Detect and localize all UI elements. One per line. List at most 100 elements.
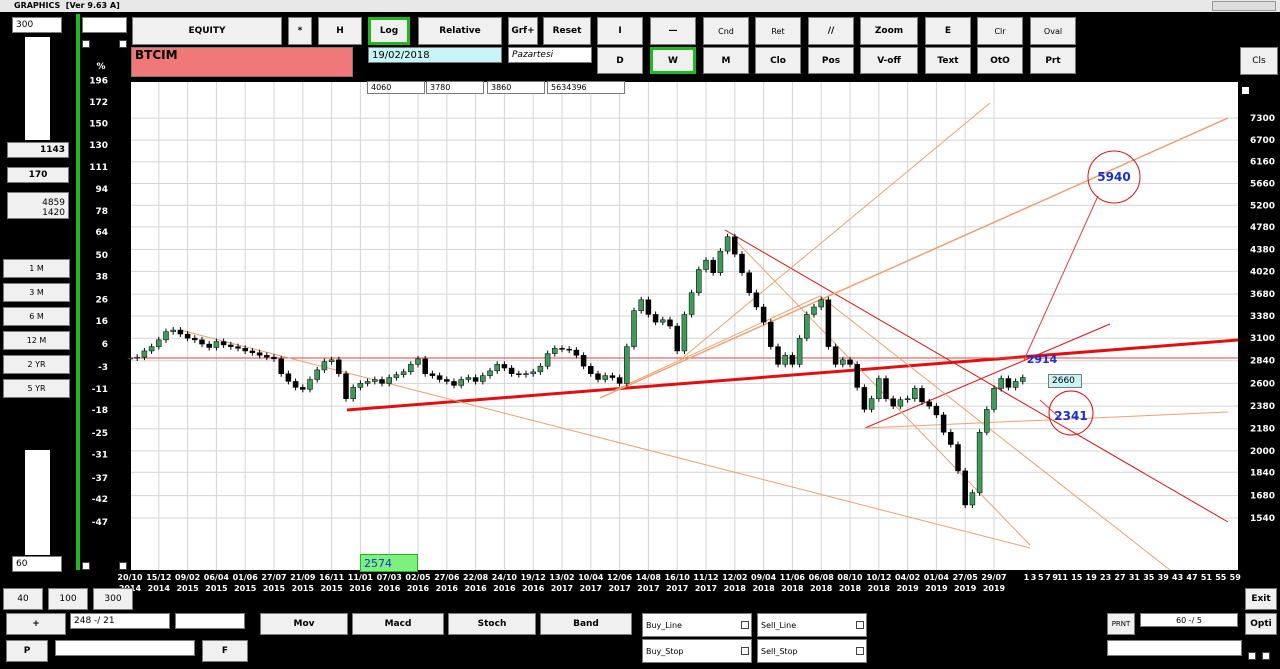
period-button[interactable]: 5 YR bbox=[3, 379, 70, 398]
trend-lines bbox=[131, 102, 1239, 571]
left-scroll-2[interactable] bbox=[25, 450, 50, 555]
zoom-button[interactable]: 300 bbox=[93, 588, 133, 610]
period-button[interactable]: 2 YR bbox=[3, 355, 70, 374]
toolbar-button[interactable]: EQUITY bbox=[132, 17, 282, 45]
toolbar-button[interactable]: Pos bbox=[808, 47, 854, 74]
toolbar-button[interactable]: Ret bbox=[755, 17, 801, 45]
prev-button[interactable]: P bbox=[6, 640, 48, 662]
top-scroll[interactable] bbox=[82, 17, 127, 33]
toolbar-button[interactable]: Log bbox=[368, 17, 410, 45]
y-tick-label: 6160 bbox=[1250, 158, 1275, 168]
candle bbox=[616, 377, 623, 384]
toolbar-button[interactable]: Prt bbox=[1030, 47, 1076, 74]
toolbar-button[interactable]: D bbox=[597, 47, 643, 74]
scrollbar[interactable] bbox=[55, 640, 195, 656]
checkbox-label[interactable]: Sell_Line bbox=[757, 613, 867, 637]
period-button[interactable]: 6 M bbox=[3, 307, 70, 326]
toolbar-button[interactable]: H bbox=[318, 17, 362, 45]
candle bbox=[422, 358, 428, 374]
x-tick-label: 15 bbox=[1071, 573, 1083, 582]
toolbar-button[interactable]: W bbox=[650, 47, 696, 74]
toolbar-button[interactable]: * bbox=[288, 17, 312, 45]
candle bbox=[710, 259, 716, 273]
next-button[interactable]: F bbox=[202, 640, 248, 662]
scrollbar[interactable] bbox=[1107, 640, 1242, 656]
text-input[interactable]: 300 bbox=[12, 17, 62, 33]
checkbox[interactable] bbox=[1248, 652, 1256, 660]
candle bbox=[984, 409, 990, 433]
toolbar-button[interactable]: Zoom bbox=[860, 17, 918, 45]
toolbar-button[interactable]: V-off bbox=[860, 47, 918, 74]
x-tick-label: 2017 bbox=[695, 584, 717, 593]
y2-tick-label: 78 bbox=[95, 207, 108, 217]
text-input[interactable]: 60 bbox=[12, 556, 62, 572]
toolbar-button[interactable]: Cnd bbox=[703, 17, 749, 45]
x-tick-label: 27 bbox=[1114, 573, 1125, 582]
toolbar-button[interactable]: Grf+ bbox=[508, 17, 538, 45]
period-button[interactable]: 1 M bbox=[3, 259, 70, 278]
candle bbox=[588, 365, 594, 374]
value-field: 170 bbox=[7, 167, 69, 183]
candle bbox=[631, 310, 637, 347]
indicator-button[interactable]: Mov bbox=[260, 613, 348, 635]
left-scroll[interactable] bbox=[25, 37, 50, 140]
zoom-button[interactable]: 40 bbox=[3, 588, 43, 610]
checkbox[interactable] bbox=[82, 40, 90, 48]
window-controls[interactable] bbox=[1212, 1, 1276, 11]
checkbox[interactable] bbox=[119, 40, 127, 48]
toolbar-button[interactable]: E bbox=[925, 17, 971, 45]
toolbar-button[interactable]: I bbox=[597, 17, 643, 45]
zoom-button[interactable]: 100 bbox=[48, 588, 88, 610]
toolbar-button[interactable]: M bbox=[703, 47, 749, 74]
exit-button[interactable]: Exit bbox=[1245, 588, 1277, 610]
candle bbox=[580, 355, 587, 367]
checkbox[interactable] bbox=[856, 647, 864, 655]
x-tick-label: 13/02 bbox=[549, 573, 574, 582]
position-field[interactable]: 248 -/ 21 bbox=[70, 613, 170, 629]
x-tick-label: 2018 bbox=[781, 584, 804, 593]
checkbox-label[interactable]: Sell_Stop bbox=[757, 639, 867, 663]
date-field: 19/02/2018 bbox=[368, 47, 502, 63]
toolbar-button[interactable]: Relative bbox=[418, 17, 502, 45]
scrollbar[interactable] bbox=[175, 613, 245, 629]
toolbar-button[interactable]: OtO bbox=[977, 47, 1023, 74]
indicator-button[interactable]: Stoch bbox=[448, 613, 536, 635]
toolbar-button[interactable]: Clr bbox=[977, 17, 1023, 45]
candle bbox=[559, 348, 565, 350]
checkbox[interactable] bbox=[119, 562, 127, 570]
candle bbox=[127, 357, 133, 360]
candle bbox=[357, 383, 364, 388]
candle bbox=[508, 367, 515, 374]
checkbox-label[interactable]: Buy_Line bbox=[642, 613, 752, 637]
x-tick-label: 06/04 bbox=[204, 573, 230, 582]
toolbar-button[interactable]: // bbox=[808, 17, 854, 45]
candle bbox=[674, 325, 680, 352]
indicator-button[interactable]: Band bbox=[540, 613, 632, 635]
candle bbox=[480, 375, 486, 382]
toolbar-button[interactable]: Clo bbox=[755, 47, 801, 74]
toolbar-button[interactable]: Text bbox=[925, 47, 971, 74]
x-tick-label: 2014 bbox=[148, 584, 171, 593]
trend-line bbox=[734, 239, 1031, 546]
close-button[interactable]: Cls bbox=[1240, 47, 1278, 75]
period-button[interactable]: 3 M bbox=[3, 283, 70, 302]
checkbox[interactable] bbox=[856, 621, 864, 629]
y2-tick-label: 130 bbox=[89, 141, 108, 151]
plus-button[interactable]: + bbox=[6, 613, 66, 635]
print-button[interactable]: PRNT bbox=[1107, 613, 1135, 635]
checkbox[interactable] bbox=[1262, 652, 1270, 660]
indicator-button[interactable]: Macd bbox=[352, 613, 444, 635]
checkbox[interactable] bbox=[82, 562, 90, 570]
opti-button[interactable]: Opti bbox=[1245, 613, 1277, 635]
toolbar-button[interactable]: — bbox=[650, 17, 696, 45]
period-button[interactable]: 12 M bbox=[3, 331, 70, 350]
value-field: 1143 bbox=[7, 142, 69, 158]
checkbox-label[interactable]: Buy_Stop bbox=[642, 639, 752, 663]
checkbox[interactable] bbox=[741, 621, 749, 629]
checkbox[interactable] bbox=[741, 647, 749, 655]
candle bbox=[753, 292, 760, 308]
toolbar-button[interactable]: Oval bbox=[1030, 17, 1076, 45]
candle bbox=[969, 492, 976, 506]
toolbar-button[interactable]: Reset bbox=[543, 17, 591, 45]
